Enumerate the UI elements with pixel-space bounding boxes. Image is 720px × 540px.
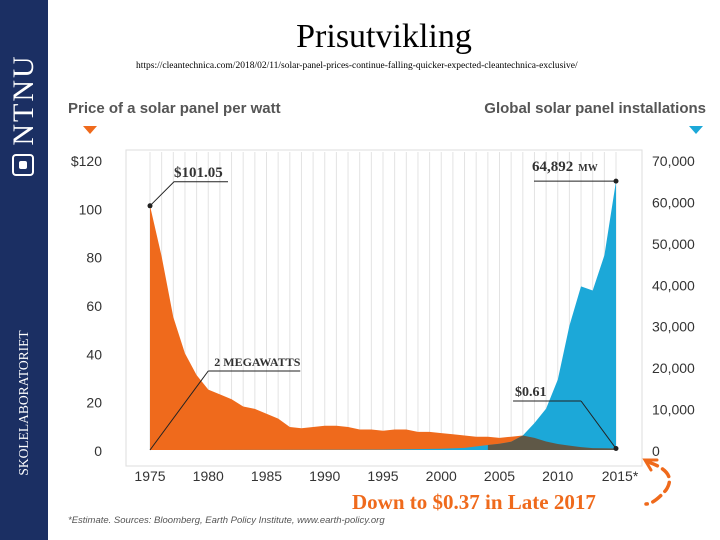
chart-callout: Down to $0.37 in Late 2017 [352,490,596,514]
chart-footnote: *Estimate. Sources: Bloomberg, Earth Pol… [68,515,385,526]
callout-arrowhead-icon [642,458,659,472]
right-axis-tick: 30,000 [652,319,695,335]
sidebar: NTNU SKOLELABORATORIET [0,0,48,540]
price-end-leader [580,400,617,449]
installations-area [150,181,616,450]
source-url: https://cleantechnica.com/2018/02/11/sol… [136,61,578,71]
x-axis-tick: 1995 [367,468,398,484]
ntnu-emblem-icon [12,154,34,176]
x-axis-tick: 1975 [134,468,165,484]
right-axis-tick: 20,000 [652,360,695,376]
price-start-label: $101.05 [174,165,223,181]
right-axis-tick: 70,000 [652,153,695,169]
installs-start-label: 2 MEGAWATTS [214,355,300,369]
left-axis-tick: 60 [86,298,102,314]
right-axis-tick: 0 [652,443,660,459]
right-axis-tick: 10,000 [652,402,695,418]
x-axis-tick: 2010 [542,468,573,484]
solar-chart: Price of a solar panel per watt Global s… [68,100,706,526]
left-axis-tick: 80 [86,250,102,266]
left-axis-tick: 100 [79,201,103,217]
price-area [150,205,616,450]
installs-start-leader [149,370,209,451]
x-axis-tick: 2000 [426,468,457,484]
price-axis-marker-icon [83,126,97,134]
right-axis-tick: 60,000 [652,194,695,210]
page-title: Prisutvikling [296,18,472,55]
left-axis-tick: 40 [86,346,102,362]
callout-arrow-icon [644,460,672,506]
left-axis-tick: 0 [94,443,102,459]
lab-label: SKOLELABORATORIET [16,330,31,476]
x-axis-tick: 2015* [602,468,639,484]
left-axis-tick: 20 [86,395,102,411]
price-end-label: $0.61 [515,385,547,400]
left-axis-tick: $120 [71,153,102,169]
installs-end-label: 64,892 MW [532,159,598,175]
chart-title-left: Price of a solar panel per watt [68,100,281,117]
installs-unit-label: MW [578,163,597,174]
right-axis-tick: 50,000 [652,236,695,252]
right-axis-tick: 40,000 [652,277,695,293]
x-axis-tick: 2005 [484,468,515,484]
installs-axis-marker-icon [689,126,703,134]
x-axis-tick: 1980 [193,468,224,484]
chart-title-right: Global solar panel installations [484,100,706,117]
x-axis-tick: 1985 [251,468,282,484]
price-start-leader [149,181,228,207]
ntnu-logo-text: NTNU [7,54,40,146]
x-axis-tick: 1990 [309,468,340,484]
overlap-area [487,435,616,450]
